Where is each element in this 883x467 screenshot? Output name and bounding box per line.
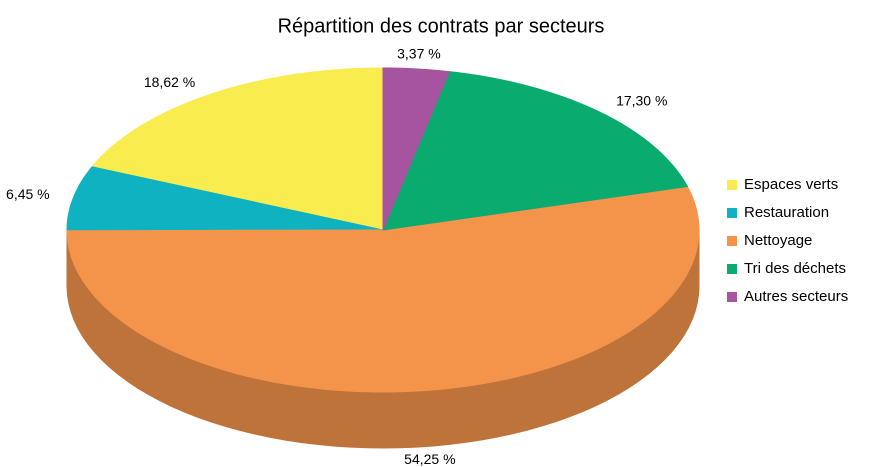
data-label: 6,45 %: [6, 186, 50, 202]
data-label: 18,62 %: [144, 74, 195, 90]
data-label: 17,30 %: [616, 93, 667, 109]
legend-label: Restauration: [744, 204, 829, 221]
pie-slice: [382, 67, 451, 231]
legend-label: Nettoyage: [744, 232, 812, 249]
pie-slice: [382, 71, 689, 231]
pie-slice: [91, 67, 384, 231]
legend-label: Tri des déchets: [744, 260, 846, 277]
pie-slice: [66, 185, 700, 393]
pie-slice: [66, 166, 384, 232]
legend-swatch: [727, 264, 737, 274]
legend-swatch: [727, 292, 737, 302]
legend-label: Espaces verts: [744, 176, 838, 193]
data-label: 54,25 %: [404, 451, 455, 467]
data-label: 3,37 %: [397, 46, 441, 62]
legend-swatch: [727, 180, 737, 190]
legend-label: Autres secteurs: [744, 288, 848, 305]
legend-swatch: [727, 236, 737, 246]
legend-swatch: [727, 208, 737, 218]
chart-title: Répartition des contrats par secteurs: [278, 15, 605, 37]
